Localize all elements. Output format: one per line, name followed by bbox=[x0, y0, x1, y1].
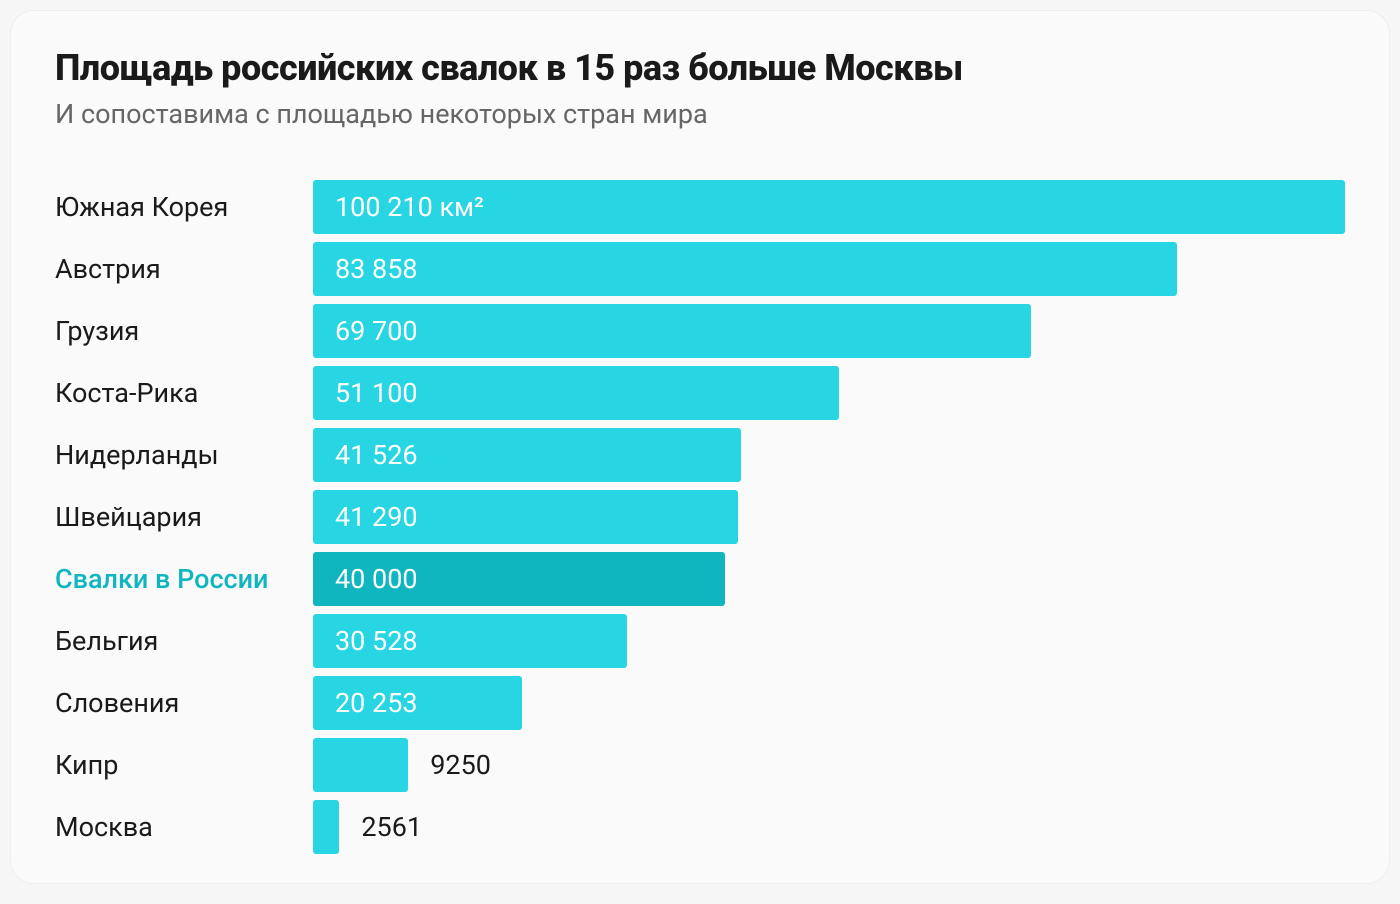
bar-label: Словения bbox=[55, 687, 313, 719]
bar-area: 83 858 bbox=[313, 242, 1345, 296]
bar-value: 9250 bbox=[430, 749, 491, 781]
bar-value: 41 526 bbox=[335, 439, 418, 471]
bar-area: 20 253 bbox=[313, 676, 1345, 730]
bar-value: 20 253 bbox=[335, 687, 418, 719]
bar-value: 69 700 bbox=[335, 315, 418, 347]
bar: 69 700 bbox=[313, 304, 1031, 358]
bar-area: 30 528 bbox=[313, 614, 1345, 668]
bar-label: Москва bbox=[55, 811, 313, 843]
bar: 100 210 км² bbox=[313, 180, 1345, 234]
bar: 51 100 bbox=[313, 366, 839, 420]
bar-highlight: 40 000 bbox=[313, 552, 725, 606]
chart-row: Австрия 83 858 bbox=[55, 238, 1345, 300]
bar-area: 40 000 bbox=[313, 552, 1345, 606]
chart-row: Бельгия 30 528 bbox=[55, 610, 1345, 672]
chart-title: Площадь российских свалок в 15 раз больш… bbox=[55, 47, 1345, 90]
bar: 83 858 bbox=[313, 242, 1177, 296]
chart-card: Площадь российских свалок в 15 раз больш… bbox=[10, 10, 1390, 884]
bar-area: 2561 bbox=[313, 800, 1345, 854]
bar-area: 41 526 bbox=[313, 428, 1345, 482]
bar-area: 9250 bbox=[313, 738, 1345, 792]
chart-row: Москва 2561 bbox=[55, 796, 1345, 858]
bar-label: Бельгия bbox=[55, 625, 313, 657]
bar-value: 83 858 bbox=[335, 253, 418, 285]
bar-chart: Южная Корея 100 210 км² Австрия 83 858 Грузи… bbox=[55, 176, 1345, 858]
bar-label: Грузия bbox=[55, 315, 313, 347]
bar bbox=[313, 800, 339, 854]
bar bbox=[313, 738, 408, 792]
bar: 41 290 bbox=[313, 490, 738, 544]
bar-area: 69 700 bbox=[313, 304, 1345, 358]
chart-subtitle: И сопоставима с площадью некоторых стран… bbox=[55, 98, 1345, 130]
bar-area: 51 100 bbox=[313, 366, 1345, 420]
bar-label: Швейцария bbox=[55, 501, 313, 533]
chart-row: Свалки в России 40 000 bbox=[55, 548, 1345, 610]
bar-label: Нидерланды bbox=[55, 439, 313, 471]
chart-row: Нидерланды 41 526 bbox=[55, 424, 1345, 486]
bar-area: 41 290 bbox=[313, 490, 1345, 544]
bar-value: 40 000 bbox=[335, 563, 418, 595]
chart-row: Словения 20 253 bbox=[55, 672, 1345, 734]
bar-value: 30 528 bbox=[335, 625, 418, 657]
bar-area: 100 210 км² bbox=[313, 180, 1345, 234]
bar-value: 100 210 км² bbox=[335, 191, 484, 223]
bar-value: 41 290 bbox=[335, 501, 418, 533]
bar-label: Австрия bbox=[55, 253, 313, 285]
chart-row: Грузия 69 700 bbox=[55, 300, 1345, 362]
bar: 41 526 bbox=[313, 428, 741, 482]
chart-row: Швейцария 41 290 bbox=[55, 486, 1345, 548]
bar-label: Свалки в России bbox=[55, 563, 313, 595]
bar-label: Кипр bbox=[55, 749, 313, 781]
chart-row: Коста-Рика 51 100 bbox=[55, 362, 1345, 424]
bar: 30 528 bbox=[313, 614, 627, 668]
chart-row: Южная Корея 100 210 км² bbox=[55, 176, 1345, 238]
bar-label: Коста-Рика bbox=[55, 377, 313, 409]
bar-value: 51 100 bbox=[335, 377, 418, 409]
bar-label: Южная Корея bbox=[55, 191, 313, 223]
bar-value: 2561 bbox=[361, 811, 422, 843]
chart-row: Кипр 9250 bbox=[55, 734, 1345, 796]
bar: 20 253 bbox=[313, 676, 522, 730]
